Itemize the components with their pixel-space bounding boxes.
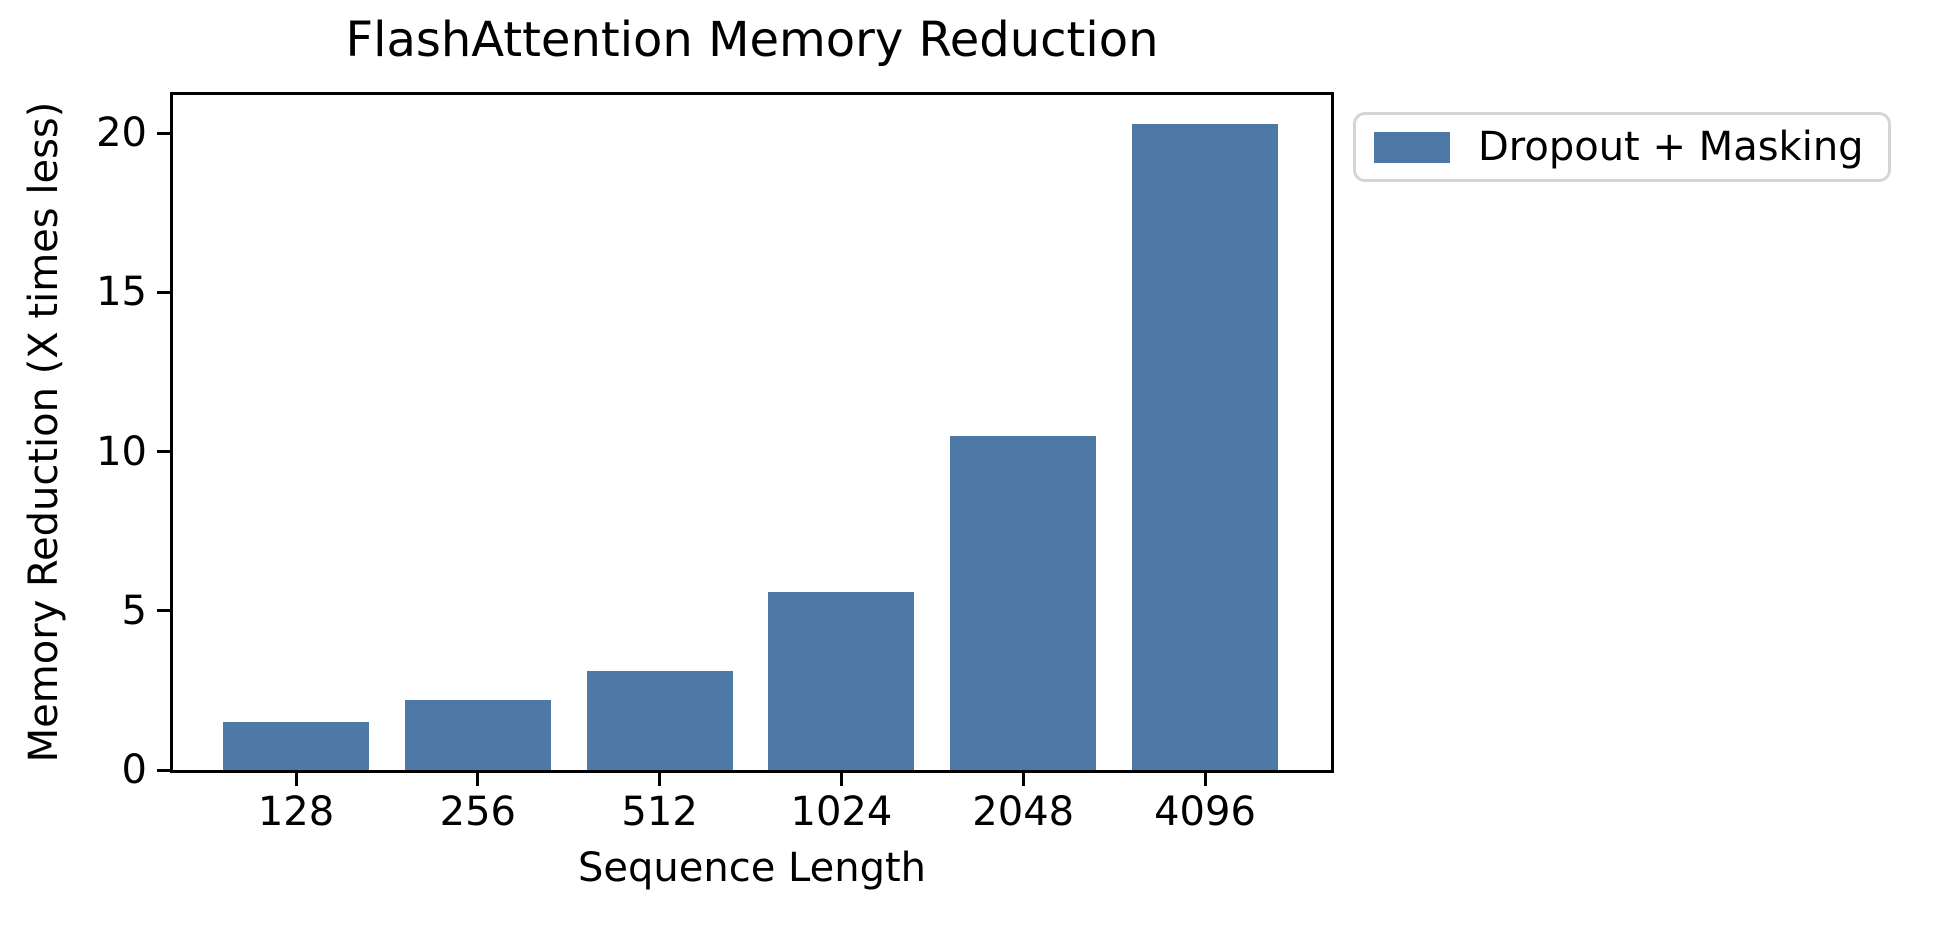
bar-512 <box>586 671 733 770</box>
legend: Dropout + Masking <box>1353 112 1891 182</box>
x-tick-mark-2048 <box>1021 773 1025 786</box>
y-tick-mark-0 <box>157 768 170 772</box>
y-tick-mark-5 <box>157 609 170 613</box>
y-tick-label-10: 10 <box>96 428 147 475</box>
y-tick-label-5: 5 <box>121 587 147 634</box>
x-tick-label-512: 512 <box>621 789 698 835</box>
bar-1024 <box>768 591 915 770</box>
y-tick-mark-20 <box>157 131 170 135</box>
x-tick-label-256: 256 <box>439 789 516 835</box>
legend-label: Dropout + Masking <box>1478 124 1864 170</box>
plot-area: 0 5 10 15 20 128 256 512 1024 2048 4096 <box>96 92 1334 832</box>
legend-swatch <box>1374 131 1450 163</box>
bar-256 <box>404 699 551 770</box>
y-axis-label: Memory Reduction (X times less) <box>21 101 67 763</box>
x-tick-mark-512 <box>658 773 662 786</box>
y-tick-label-20: 20 <box>96 110 147 157</box>
chart-title: FlashAttention Memory Reduction <box>345 12 1159 68</box>
y-tick-mark-10 <box>157 450 170 454</box>
x-tick-mark-1024 <box>839 773 843 786</box>
x-tick-label-128: 128 <box>257 789 335 835</box>
bar-2048 <box>950 435 1097 770</box>
x-tick-label-4096: 4096 <box>1154 789 1256 835</box>
x-tick-label-1024: 1024 <box>790 789 893 835</box>
bar-4096 <box>1132 123 1278 770</box>
bar-128 <box>223 722 369 770</box>
x-tick-label-2048: 2048 <box>972 789 1075 835</box>
x-axis-label: Sequence Length <box>578 845 926 891</box>
y-tick-label-15: 15 <box>96 269 147 316</box>
x-tick-mark-4096 <box>1203 773 1207 786</box>
plot-inner: 0 5 10 15 20 128 256 512 1024 2048 4096 <box>96 95 1331 832</box>
x-tick-mark-128 <box>294 773 298 786</box>
y-tick-label-0: 0 <box>121 747 147 793</box>
x-tick-mark-256 <box>476 773 480 786</box>
y-tick-mark-15 <box>157 290 170 294</box>
